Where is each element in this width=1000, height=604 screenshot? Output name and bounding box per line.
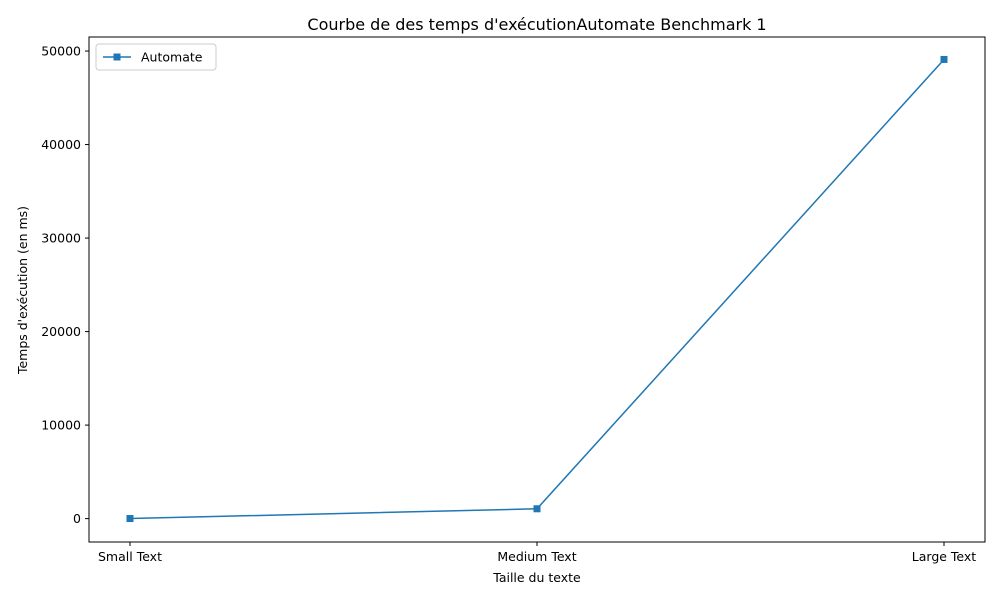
legend-box [95,43,217,71]
chart-title: Courbe de des temps d'exécutionAutomate … [307,15,766,34]
y-tick-label: 30000 [41,231,81,246]
y-tick-label: 40000 [41,137,81,152]
y-tick-label: 10000 [41,418,81,433]
legend-marker [113,53,121,61]
y-tick-label: 50000 [41,44,81,59]
data-point [533,505,541,513]
y-axis: 0 10000 20000 30000 40000 50000 [41,44,89,526]
x-tick-label: Small Text [98,549,162,564]
y-axis-label: Temps d'exécution (en ms) [15,206,30,375]
data-point [940,55,948,63]
x-axis-label: Taille du texte [492,570,581,585]
legend-label: Automate [141,50,203,65]
x-tick-label: Large Text [912,549,977,564]
data-point [126,515,134,523]
y-tick-label: 0 [73,511,81,526]
y-tick-label: 20000 [41,324,81,339]
legend: Automate [95,43,217,71]
plot-frame [88,36,986,543]
x-tick-label: Medium Text [497,549,576,564]
series-layer [126,55,948,523]
x-axis: Small Text Medium Text Large Text [98,542,976,564]
series-line [129,58,945,520]
